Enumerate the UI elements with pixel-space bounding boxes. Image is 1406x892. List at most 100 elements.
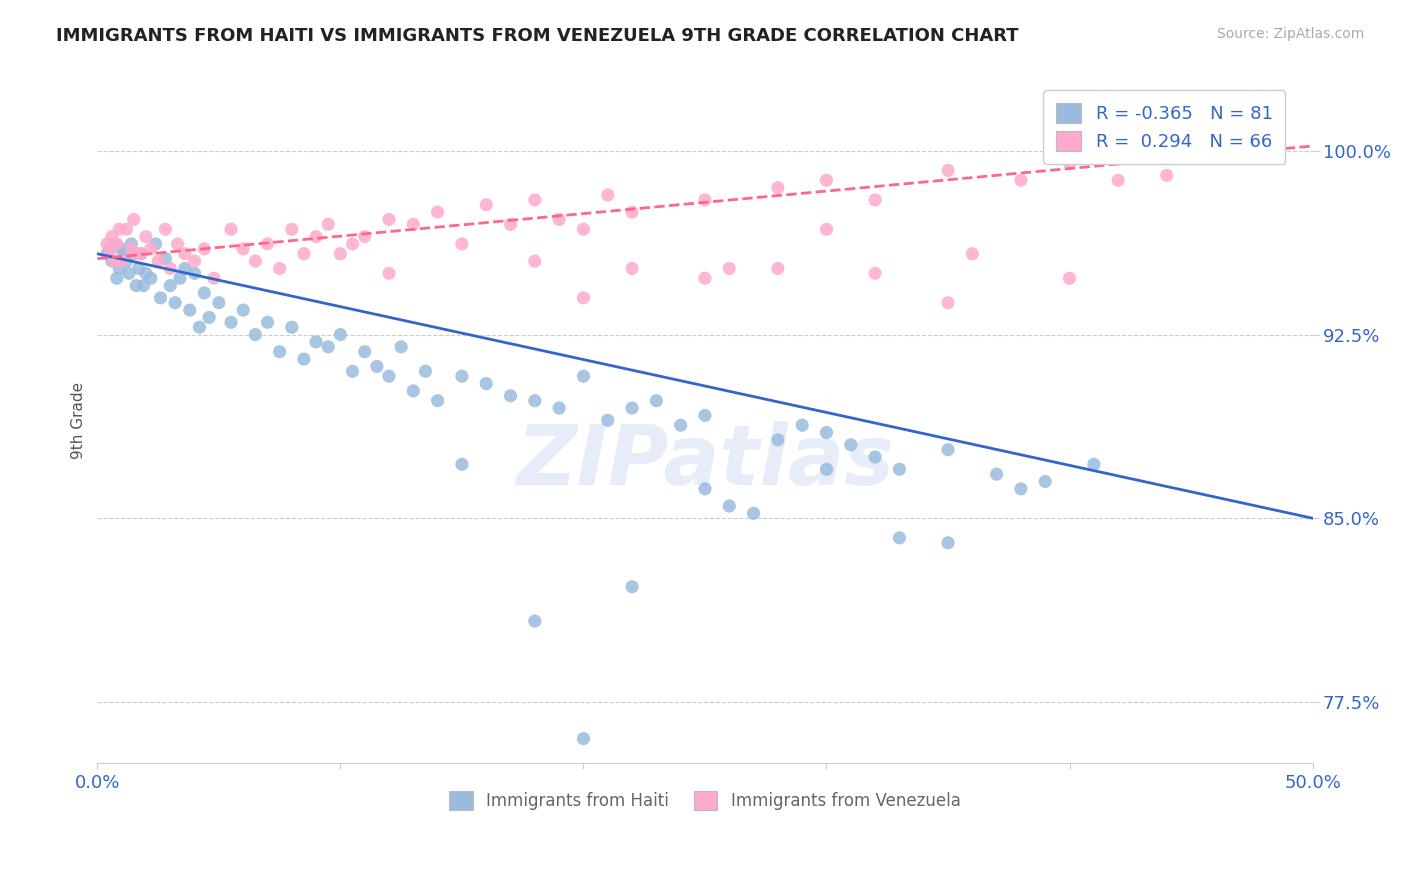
Point	[936, 295, 959, 310]
Point	[863, 193, 886, 207]
Point	[115, 254, 138, 268]
Point	[815, 222, 838, 236]
Point	[129, 246, 152, 260]
Point	[202, 271, 225, 285]
Point	[135, 229, 157, 244]
Point	[292, 352, 315, 367]
Point	[523, 614, 546, 628]
Point	[135, 266, 157, 280]
Point	[125, 278, 148, 293]
Y-axis label: 9th Grade: 9th Grade	[72, 382, 86, 458]
Point	[839, 438, 862, 452]
Point	[986, 467, 1008, 482]
Point	[353, 229, 375, 244]
Point	[1059, 156, 1081, 170]
Point	[155, 252, 177, 266]
Point	[103, 237, 125, 252]
Point	[166, 237, 188, 252]
Point	[863, 450, 886, 464]
Point	[316, 218, 339, 232]
Point	[669, 418, 692, 433]
Point	[621, 401, 644, 415]
Point	[766, 433, 789, 447]
Point	[718, 261, 741, 276]
Point	[693, 193, 716, 207]
Point	[596, 413, 619, 427]
Point	[415, 364, 437, 378]
Point	[1107, 173, 1129, 187]
Point	[256, 237, 278, 252]
Point	[378, 266, 401, 280]
Point	[305, 229, 328, 244]
Point	[645, 393, 668, 408]
Point	[378, 212, 401, 227]
Point	[402, 384, 425, 398]
Point	[232, 242, 254, 256]
Point	[366, 359, 388, 374]
Point	[1059, 271, 1081, 285]
Point	[815, 425, 838, 440]
Point	[128, 261, 150, 276]
Point	[183, 254, 205, 268]
Point	[146, 254, 169, 268]
Point	[112, 246, 135, 260]
Point	[621, 205, 644, 219]
Point	[523, 193, 546, 207]
Point	[693, 482, 716, 496]
Point	[742, 506, 765, 520]
Point	[173, 261, 195, 276]
Point	[1083, 458, 1105, 472]
Legend: Immigrants from Haiti, Immigrants from Venezuela: Immigrants from Haiti, Immigrants from V…	[436, 778, 974, 823]
Point	[378, 369, 401, 384]
Point	[621, 261, 644, 276]
Point	[451, 458, 474, 472]
Point	[245, 327, 267, 342]
Point	[342, 237, 364, 252]
Point	[169, 271, 191, 285]
Point	[329, 246, 352, 260]
Point	[281, 222, 304, 236]
Point	[548, 212, 571, 227]
Point	[451, 237, 474, 252]
Point	[693, 271, 716, 285]
Point	[596, 188, 619, 202]
Point	[219, 315, 242, 329]
Point	[936, 442, 959, 457]
Point	[936, 163, 959, 178]
Point	[426, 393, 449, 408]
Point	[475, 376, 498, 391]
Point	[208, 295, 231, 310]
Point	[342, 364, 364, 378]
Point	[451, 369, 474, 384]
Point	[125, 246, 148, 260]
Point	[245, 254, 267, 268]
Point	[889, 462, 911, 476]
Point	[936, 535, 959, 549]
Point	[232, 303, 254, 318]
Point	[120, 242, 142, 256]
Point	[256, 315, 278, 329]
Point	[889, 531, 911, 545]
Point	[183, 266, 205, 280]
Point	[111, 242, 134, 256]
Point	[155, 222, 177, 236]
Point	[132, 278, 155, 293]
Point	[353, 344, 375, 359]
Point	[1156, 169, 1178, 183]
Text: ZIPatlas: ZIPatlas	[516, 421, 894, 502]
Point	[219, 222, 242, 236]
Point	[122, 212, 145, 227]
Text: Source: ZipAtlas.com: Source: ZipAtlas.com	[1216, 27, 1364, 41]
Point	[863, 266, 886, 280]
Point	[179, 303, 201, 318]
Point	[316, 340, 339, 354]
Point	[118, 266, 141, 280]
Point	[572, 731, 595, 746]
Point	[426, 205, 449, 219]
Point	[198, 310, 221, 325]
Point	[815, 173, 838, 187]
Point	[1010, 482, 1032, 496]
Point	[115, 222, 138, 236]
Point	[548, 401, 571, 415]
Point	[693, 409, 716, 423]
